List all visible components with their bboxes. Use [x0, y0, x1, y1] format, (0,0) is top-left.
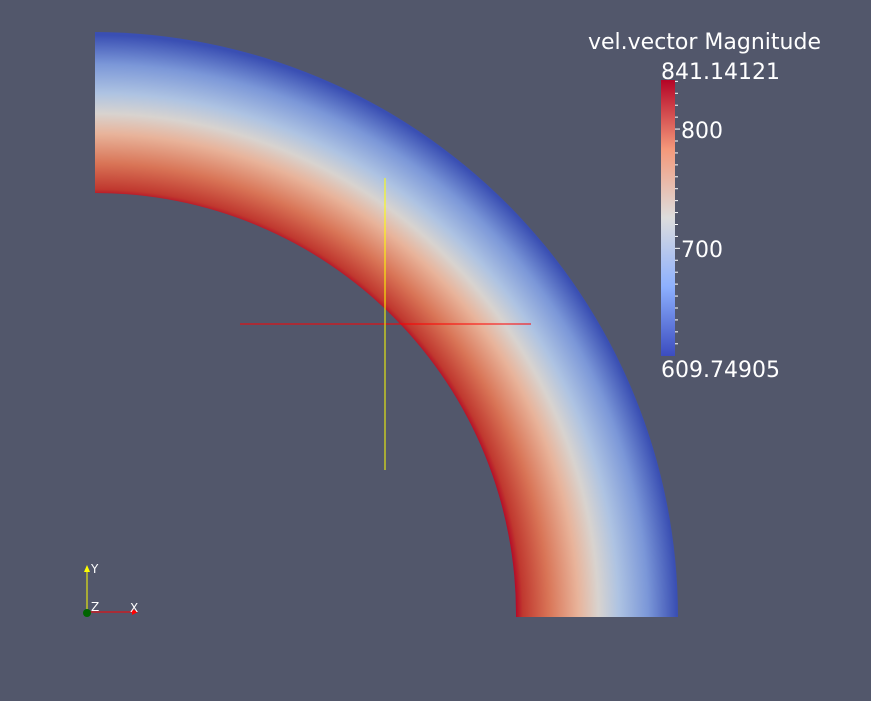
colorbar-gradient: [661, 80, 675, 356]
colorbar-tick-800: 800: [681, 119, 723, 144]
colorbar-tick-700: 700: [681, 238, 723, 263]
orientation-axes: [83, 565, 138, 617]
x-axis-arrow: [132, 609, 138, 615]
z-axis-dot: [83, 609, 91, 617]
colorbar-min-label: 609.74905: [661, 358, 780, 383]
colorbar-ticks: [675, 80, 680, 345]
y-axis-label: Y: [91, 562, 99, 576]
pipe-bend-surface[interactable]: [95, 32, 678, 617]
colorbar-max-label: 841.14121: [661, 60, 780, 85]
y-axis-arrow: [84, 565, 90, 572]
x-axis-label: X: [130, 601, 139, 615]
colorbar-title: vel.vector Magnitude: [588, 30, 821, 55]
z-axis-label: Z: [91, 600, 100, 614]
